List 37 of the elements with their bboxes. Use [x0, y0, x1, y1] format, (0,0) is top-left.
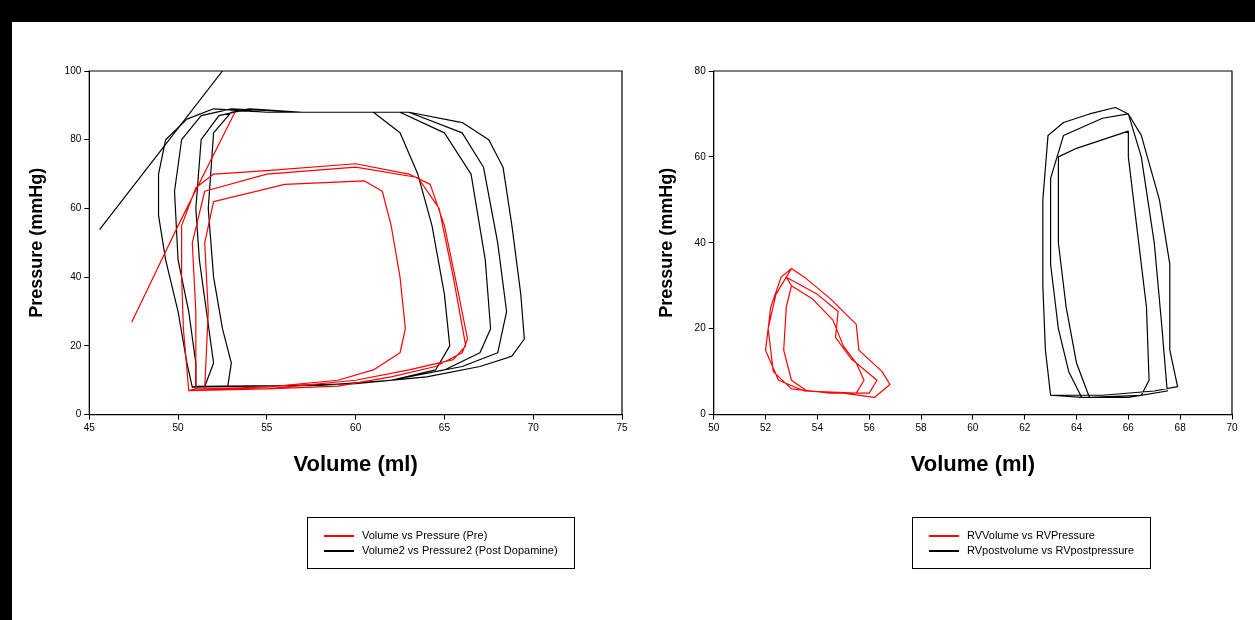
x-tick-label: 50	[172, 422, 185, 434]
x-tick-label: 54	[811, 422, 824, 434]
x-tick-label: 52	[759, 422, 772, 434]
x-tick-label: 58	[915, 422, 928, 434]
legend-label: Volume2 vs Pressure2 (Post Dopamine)	[362, 543, 558, 558]
x-tick-label: 50	[708, 422, 720, 434]
y-tick-label: 60	[70, 202, 82, 214]
x-tick-label: 68	[1174, 422, 1187, 434]
x-axis-title: Volume (ml)	[293, 450, 418, 476]
y-tick-label: 0	[700, 408, 707, 420]
legend-label: RVVolume vs RVPressure	[967, 528, 1095, 543]
x-tick-label: 60	[967, 422, 979, 434]
x-tick-label: 56	[863, 422, 876, 434]
y-tick-label: 40	[70, 270, 82, 282]
x-tick-label: 62	[1019, 422, 1031, 434]
y-tick-label: 80	[70, 133, 82, 145]
y-axis-title: Pressure (mmHg)	[25, 167, 46, 318]
y-tick-label: 80	[694, 64, 707, 76]
x-tick-label: 66	[1122, 422, 1135, 434]
x-tick-label: 64	[1070, 422, 1083, 434]
x-axis-title: Volume (ml)	[910, 450, 1035, 476]
y-tick-label: 0	[75, 408, 82, 420]
y-tick-label: 100	[64, 64, 82, 76]
x-tick-label: 60	[350, 422, 362, 434]
x-tick-label: 75	[616, 422, 628, 434]
x-tick-label: 55	[261, 422, 273, 434]
x-tick-label: 45	[83, 422, 96, 434]
x-tick-label: 70	[527, 422, 540, 434]
legend-label: RVpostvolume vs RVpostpressure	[967, 543, 1135, 558]
y-tick-label: 60	[694, 150, 707, 162]
y-tick-label: 20	[70, 339, 82, 351]
legend-label: Volume vs Pressure (Pre)	[362, 528, 488, 543]
y-axis-title: Pressure (mmHg)	[655, 167, 676, 318]
y-tick-label: 40	[694, 236, 707, 248]
y-tick-label: 20	[694, 322, 707, 334]
x-tick-label: 65	[438, 422, 451, 434]
x-tick-label: 70	[1226, 422, 1238, 434]
